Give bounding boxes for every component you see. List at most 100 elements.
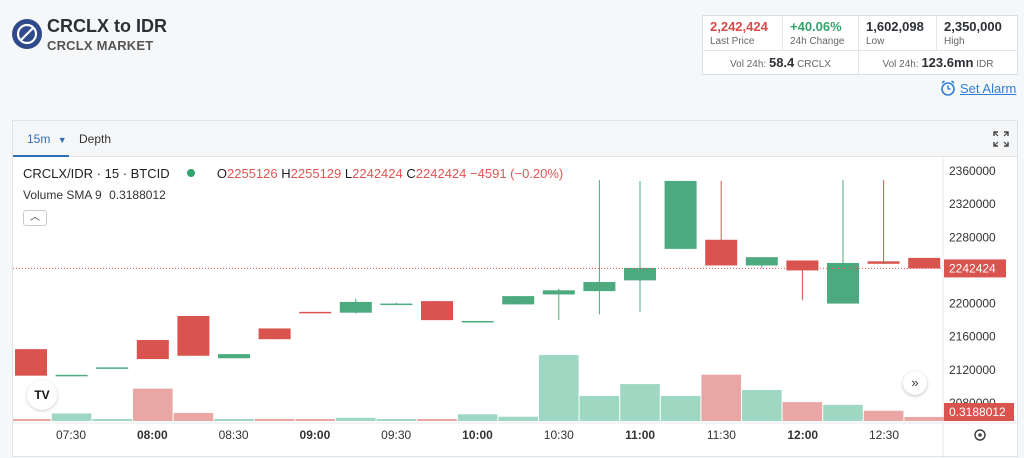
set-alarm-label[interactable]: Set Alarm	[960, 80, 1017, 96]
volume-bar	[539, 355, 579, 421]
close-value: 2242424	[415, 166, 467, 181]
interval-label: 15m	[27, 132, 51, 146]
volume-bar	[620, 384, 660, 421]
x-tick-label: 12:30	[869, 428, 899, 442]
vol-crclx-label: Vol 24h:	[730, 59, 767, 70]
chart-card: 15m ▼ Depth 2360000232000022800002240000…	[12, 120, 1019, 458]
y-tick-label: 2160000	[949, 330, 996, 344]
vol-idr-value: 123.6mn	[921, 55, 974, 70]
volume-sma-label: Volume SMA 9	[23, 188, 102, 202]
vol-idr: Vol 24h: 123.6mn IDR	[859, 50, 1017, 75]
x-tick-label: 08:30	[219, 428, 249, 442]
settings-gear-icon[interactable]	[974, 429, 986, 441]
vol-idr-unit: IDR	[976, 59, 994, 70]
y-tick-label: 2320000	[949, 197, 996, 211]
candle-body	[827, 262, 859, 304]
settings-gear-icon[interactable]	[978, 433, 982, 437]
chevron-up-icon: ︿	[30, 212, 40, 223]
double-chevron-right-icon: »	[911, 375, 919, 390]
volume-bar	[782, 402, 823, 421]
stat-low: 1,602,098 Low	[859, 16, 937, 50]
candle-body	[96, 367, 129, 369]
candle-body	[258, 328, 291, 340]
tab-depth[interactable]: Depth	[79, 132, 112, 146]
volume-bar	[13, 419, 51, 421]
volume-bar	[498, 416, 538, 421]
vol-idr-label: Vol 24h:	[882, 59, 919, 70]
volume-bar	[51, 413, 92, 421]
stat-24h-change: +40.06% 24h Change	[783, 16, 859, 50]
volume-bar	[742, 390, 782, 421]
low-value: 1,602,098	[866, 19, 924, 34]
last-price-label: Last Price	[710, 36, 755, 47]
volume-bar	[295, 419, 335, 421]
y-tick-label: 2200000	[949, 297, 996, 311]
volume-bar	[823, 404, 863, 421]
chart-toolbar: 15m ▼ Depth	[13, 121, 1017, 157]
candle-body	[624, 267, 656, 281]
alarm-clock-icon	[941, 80, 955, 96]
interval-selector[interactable]: 15m ▼	[13, 121, 69, 157]
last-price-badge	[944, 259, 1006, 278]
candle-body	[705, 239, 738, 266]
volume-bar	[92, 419, 132, 421]
candle-body	[339, 301, 372, 313]
candle-body	[380, 303, 413, 306]
y-tick-label: 2280000	[949, 230, 996, 244]
crclx-logo-icon	[12, 19, 42, 49]
market-header: CRCLX to IDR CRCLX MARKET 2,242,424 Last…	[0, 0, 1024, 120]
volume-badge	[944, 403, 1014, 421]
candlestick-chart[interactable]: 2360000232000022800002240000220000021600…	[13, 121, 1019, 458]
volume-bar	[133, 388, 173, 421]
volume-bar	[336, 417, 376, 421]
x-tick-label: 10:30	[544, 428, 574, 442]
x-tick-label: 11:30	[707, 428, 736, 442]
y-tick-label: 2360000	[949, 164, 996, 178]
volume-bar	[863, 410, 904, 421]
last-price-badge-label: 2242424	[949, 261, 996, 275]
candle-body	[55, 374, 88, 377]
set-alarm-link[interactable]: Set Alarm	[940, 80, 1016, 96]
candle-body	[908, 257, 941, 269]
volume-badge-label: 0.3188012	[949, 405, 1006, 419]
volume-bar	[701, 374, 741, 421]
low-label: Low	[866, 36, 885, 47]
change-24h-value: +40.06%	[790, 19, 842, 34]
candle-body	[867, 261, 900, 264]
volume-bar	[254, 418, 295, 421]
candle-body	[299, 311, 332, 314]
high-label: High	[944, 36, 965, 47]
tradingview-logo-icon[interactable]: TV	[27, 380, 57, 410]
market-subtitle: CRCLX MARKET	[47, 38, 154, 53]
volume-bar	[660, 395, 701, 421]
caret-down-icon: ▼	[57, 135, 67, 145]
x-tick-label: 10:00	[462, 428, 493, 442]
stat-high: 2,350,000 High	[937, 16, 1017, 50]
x-tick-label: 07:30	[56, 428, 86, 442]
volume-bar	[579, 395, 620, 421]
candle-body	[583, 282, 616, 292]
scroll-to-realtime-button[interactable]: »	[903, 371, 927, 395]
volume-bar	[376, 419, 417, 421]
candle-body	[502, 296, 535, 305]
candle-body	[664, 180, 697, 249]
stats-panel: 2,242,424 Last Price +40.06% 24h Change …	[702, 15, 1018, 75]
candle-body	[542, 290, 575, 295]
low-value: 2242424	[352, 166, 403, 181]
vol-crclx-unit: CRCLX	[797, 59, 831, 70]
open-label: O	[216, 166, 228, 181]
volume-bar	[457, 414, 498, 421]
x-tick-label: 09:00	[300, 428, 331, 442]
volume-legend: Volume SMA 9 0.3188012	[23, 188, 166, 202]
x-tick-label: 09:30	[381, 428, 411, 442]
y-tick-label: 2120000	[949, 363, 996, 377]
collapse-legend-button[interactable]: ︿	[23, 210, 47, 226]
volume-sma-value: 0.3188012	[109, 188, 166, 202]
stat-last-price: 2,242,424 Last Price	[703, 16, 783, 50]
candle-body	[136, 340, 169, 360]
high-label: H	[281, 166, 291, 181]
fullscreen-icon[interactable]	[992, 121, 1012, 157]
page-title: CRCLX to IDR	[47, 16, 167, 36]
symbol-label: CRCLX/IDR · 15 · BTCID	[23, 166, 170, 181]
candle-body	[786, 260, 819, 271]
